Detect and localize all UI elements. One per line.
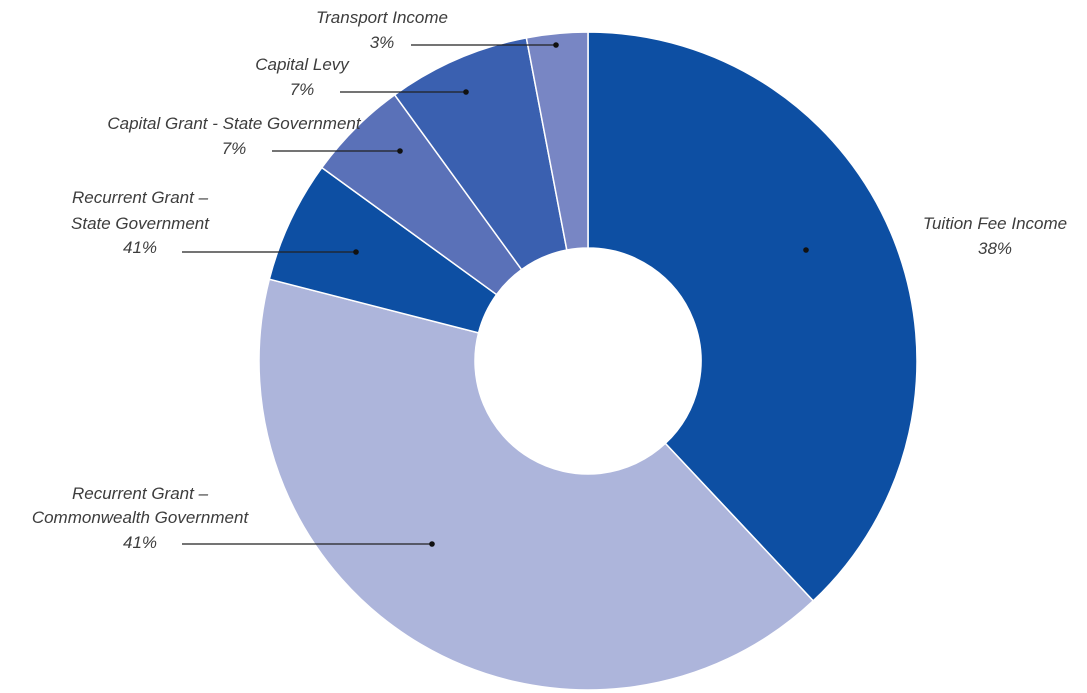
slices-layer: [258, 31, 918, 691]
slice-label-group: Recurrent Grant – Commonwealth Government…: [32, 484, 435, 552]
leader-dot: [429, 541, 435, 547]
slice-label-group: Recurrent Grant – State Government 41%: [71, 188, 359, 257]
slice-category-label: Capital Grant - State Government: [107, 114, 362, 133]
slice-value-label: 7%: [290, 80, 315, 99]
slice-category-label: Tuition Fee Income: [923, 214, 1067, 233]
slice-value-label: 38%: [978, 239, 1012, 258]
slice-value-label: 41%: [123, 533, 157, 552]
leader-dot: [803, 247, 809, 253]
slice-value-label: 7%: [222, 139, 247, 158]
slice-category-label: Recurrent Grant –: [72, 484, 209, 503]
pie-slice: [258, 278, 815, 691]
pie-slice: [525, 31, 589, 251]
leader-dot: [553, 42, 559, 48]
slice-label-group: Transport Income 3%: [316, 8, 559, 52]
slice-label-group: Tuition Fee Income 38%: [803, 214, 1067, 258]
slice-value-label: 3%: [370, 33, 395, 52]
slice-category-label: Capital Levy: [255, 55, 350, 74]
slice-category-label: State Government: [71, 214, 210, 233]
slice-category-label: Recurrent Grant –: [72, 188, 209, 207]
leader-dot: [397, 148, 403, 154]
slice-category-label: Transport Income: [316, 8, 448, 27]
slice-value-label: 41%: [123, 238, 157, 257]
leader-dot: [353, 249, 359, 255]
slice-label-group: Capital Grant - State Government 7%: [107, 114, 403, 158]
slice-category-label: Commonwealth Government: [32, 508, 250, 527]
pie-slice: [587, 31, 918, 602]
labels-layer: Tuition Fee Income 38% Recurrent Grant – Co…: [32, 8, 1067, 552]
slice-label-group: Capital Levy 7%: [255, 55, 469, 99]
leader-dot: [463, 89, 469, 95]
